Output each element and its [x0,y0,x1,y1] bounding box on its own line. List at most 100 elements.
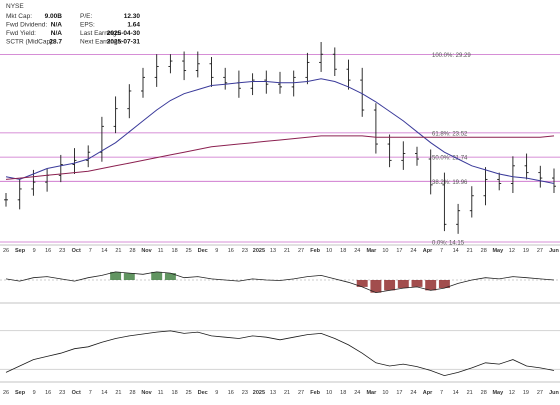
stat-value: 28.7 [49,39,62,46]
x-tick-label: 21 [467,248,473,254]
fib-level-label: 0.0%: 14.15 [432,241,465,247]
indicator-fill [164,273,176,280]
indicator-fill [425,280,437,291]
fib-level-label: 38.2%: 19.96 [432,180,468,186]
x-tick-label: 12 [509,248,515,254]
x-tick-label: 2025 [253,248,265,254]
x-tick-label: 10 [326,390,332,396]
stat-label: Mkt Cap: [6,13,32,20]
x-tick-label: 9 [215,248,218,254]
x-tick-label: 13 [270,390,276,396]
x-tick-label: Sep [15,248,26,254]
stat-label: P/E: [80,13,92,20]
x-tick-label: 21 [467,390,473,396]
x-tick-label: 9 [33,390,36,396]
exchange-label: NYSE [6,3,24,10]
x-tick-label: Feb [310,390,320,396]
x-tick-label: 23 [59,248,65,254]
x-tick-label: 9 [215,390,218,396]
x-tick-label: 21 [115,248,121,254]
indicator-fill [411,280,423,287]
x-tick-label: 17 [396,248,402,254]
x-tick-label: 13 [270,248,276,254]
x-tick-label: 14 [101,248,107,254]
x-tick-label: Jun [549,390,559,396]
x-tick-label: 18 [340,390,346,396]
x-tick-label: 23 [242,390,248,396]
stat-value: 9.00B [45,13,63,20]
x-tick-label: 16 [45,390,51,396]
indicator-fill [123,273,135,280]
x-tick-label: 21 [284,390,290,396]
x-tick-label: 14 [453,390,459,396]
x-tick-label: 16 [228,248,234,254]
indicator-1-line [5,271,555,294]
x-tick-label: 23 [242,248,248,254]
x-tick-label: 28 [129,248,135,254]
x-tick-label: May [492,248,504,254]
x-tick-label: 25 [186,390,192,396]
x-tick-label: Jun [549,248,559,254]
x-tick-label: 21 [284,248,290,254]
x-tick-label: 14 [101,390,107,396]
x-tick-label: Dec [198,248,208,254]
x-tick-label: 26 [3,390,9,396]
indicator-fill [397,280,409,289]
indicator-fill [151,271,163,280]
x-tick-label: 28 [481,248,487,254]
x-tick-label: Dec [198,390,208,396]
x-tick-label: Feb [310,248,320,254]
x-tick-label: 19 [523,248,529,254]
x-tick-label: 27 [298,390,304,396]
price-panel: 100.0%: 29.29 61.8%: 23.52 50.0%: 21.74 38.… [0,42,560,247]
stat-label: EPS: [80,22,95,29]
x-tick-label: 11 [158,248,164,254]
x-tick-label: 24 [410,390,416,396]
fib-level-label: 50.0%: 21.74 [432,156,468,162]
stat-value: N/A [51,30,63,37]
x-tick-label: 18 [172,390,178,396]
x-tick-label: 27 [537,390,543,396]
x-tick-label: 7 [440,248,443,254]
x-tick-label: Oct [72,248,81,254]
x-tick-label: 17 [396,390,402,396]
x-tick-label: 19 [523,390,529,396]
x-tick-label: 21 [115,390,121,396]
x-tick-label: 28 [129,390,135,396]
x-tick-label: 7 [89,248,92,254]
x-tick-label: Mar [366,248,377,254]
indicator-fill [384,280,396,291]
stat-value: N/A [51,22,63,29]
x-tick-label: Mar [366,390,377,396]
x-tick-label: 7 [89,390,92,396]
x-tick-label: 2025 [253,390,265,396]
indicator-panel-1 [0,271,560,304]
x-tick-label: 10 [382,390,388,396]
x-tick-label: 18 [172,248,178,254]
indicator-panel-2 [0,330,560,383]
x-tick-label: 24 [354,248,360,254]
x-tick-label: 24 [354,390,360,396]
x-tick-label: 23 [59,390,65,396]
x-tick-label: 28 [481,390,487,396]
sma-long-line [5,135,555,180]
fib-level-label: 100.0%: 29.29 [432,53,471,59]
stat-value: 12.30 [124,13,141,20]
x-tick-label: 9 [33,248,36,254]
x-tick-label: 10 [382,248,388,254]
x-tick-label: Oct [72,390,81,396]
indicator-fill [356,280,368,287]
x-tick-label: Nov [141,390,152,396]
indicator-2-line [5,330,555,377]
indicator-fill [370,280,382,293]
fib-level-label: 61.8%: 23.52 [432,131,468,137]
stat-label: Fwd Dividend: [6,22,47,29]
stat-label: Next Earnings: [80,39,123,46]
stat-value: 1.64 [127,22,140,29]
header-stats: NYSE Mkt Cap: 9.00B Fwd Dividend: N/A Fwd Yie… [6,3,140,46]
indicator-fill [438,280,450,289]
x-tick-label: Apr [423,248,433,254]
x-tick-label: 10 [326,248,332,254]
